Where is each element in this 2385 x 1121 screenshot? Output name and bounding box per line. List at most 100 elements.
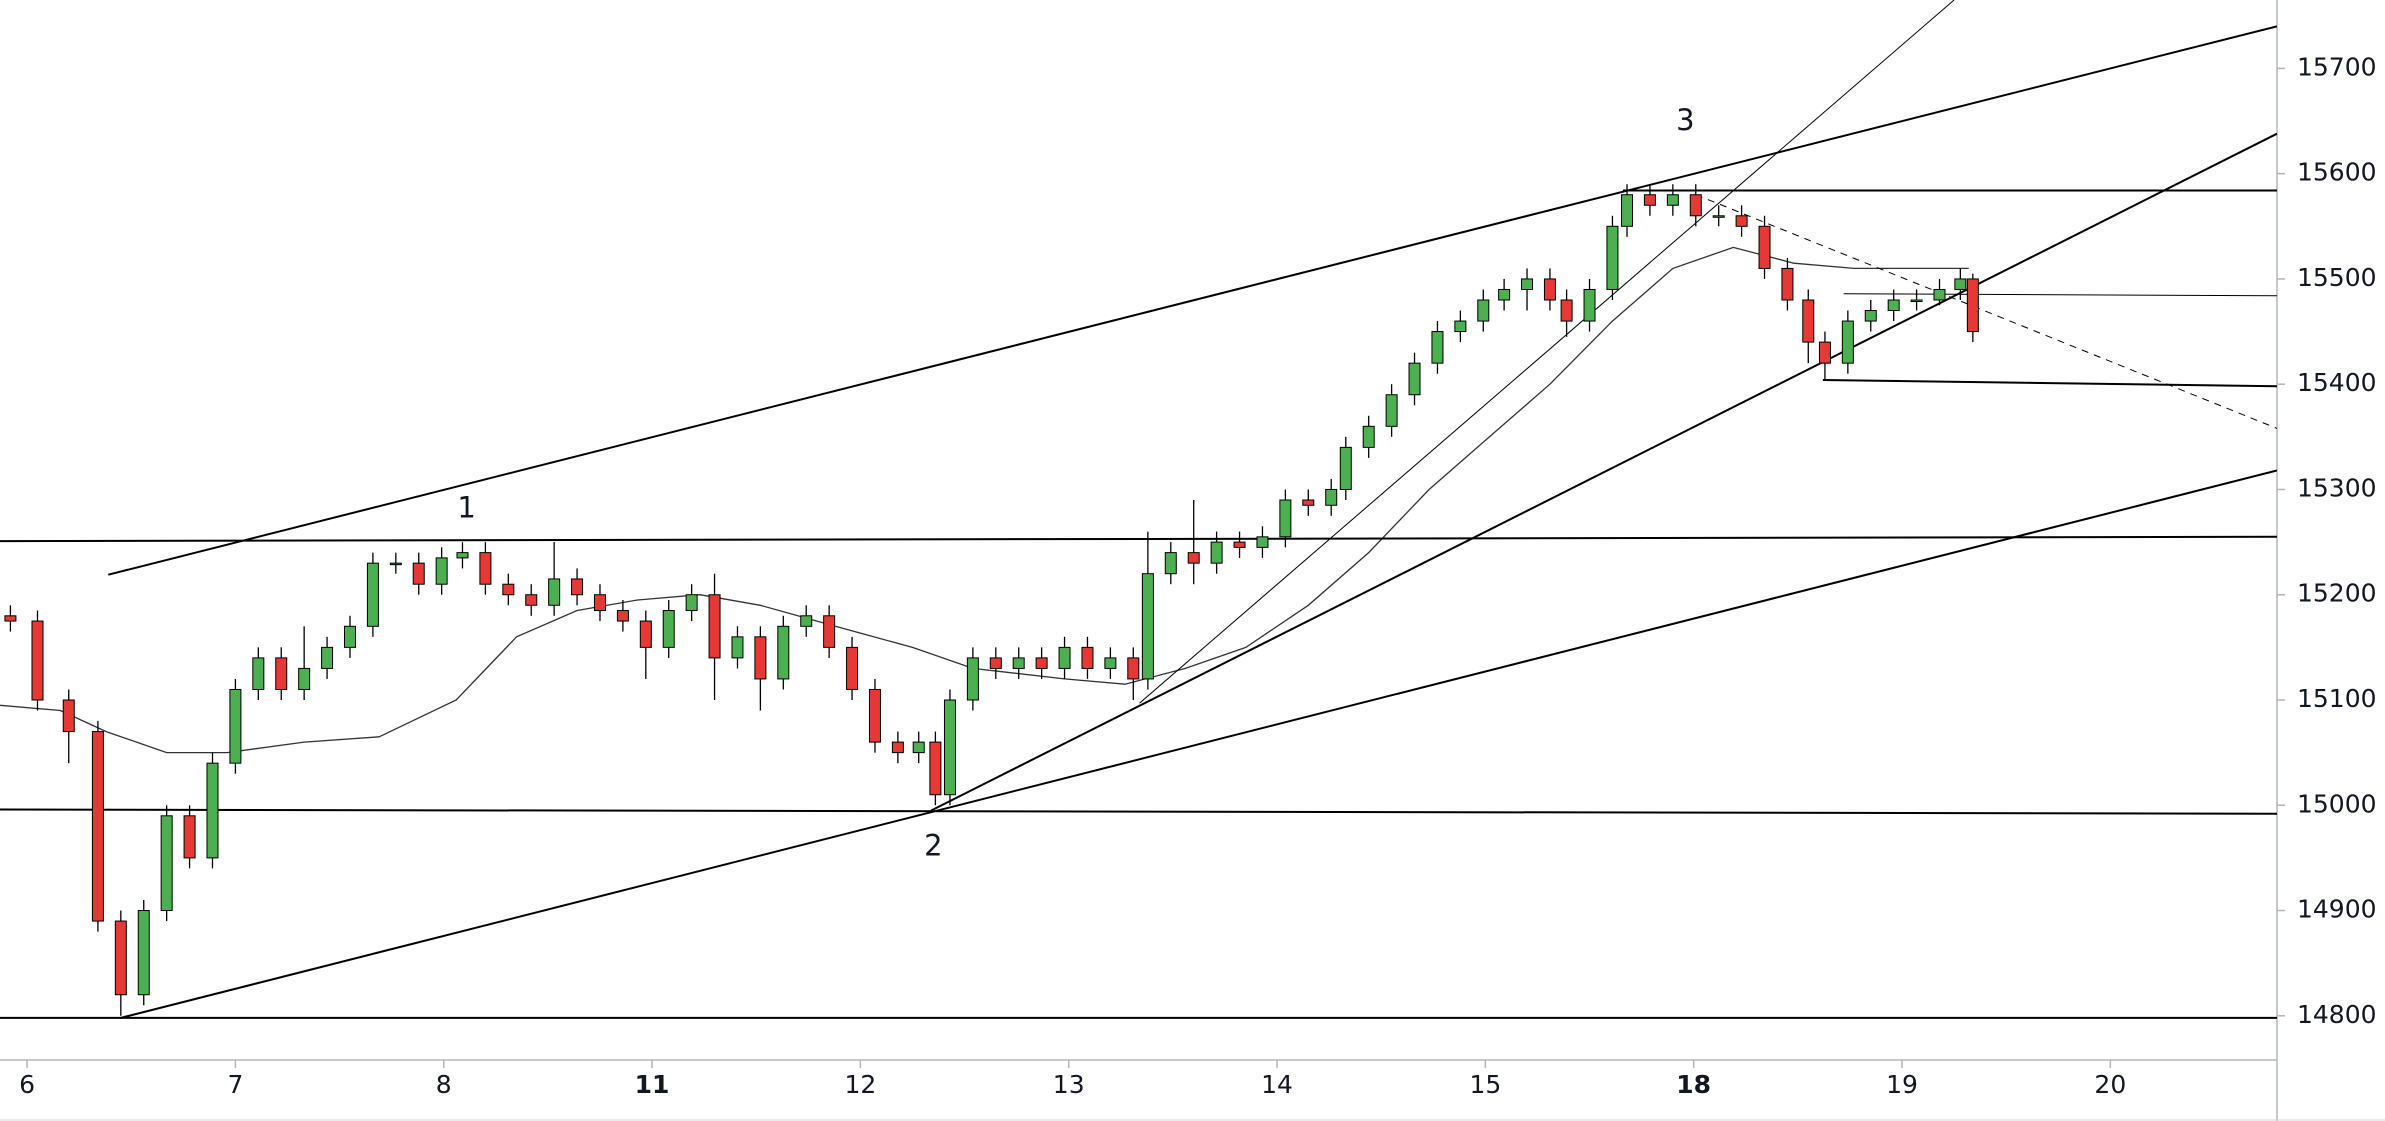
y-tick-label: 14800 xyxy=(2297,1000,2377,1029)
candle-body xyxy=(298,667,311,690)
candle-body xyxy=(1385,394,1398,427)
candle-body xyxy=(1362,425,1375,448)
candle-body xyxy=(639,620,652,648)
candle-body xyxy=(800,615,813,627)
candle-body xyxy=(593,594,606,612)
trendline xyxy=(1822,379,2277,388)
trendline xyxy=(108,25,2277,576)
x-tick-label: 7 xyxy=(227,1070,243,1099)
annotation: 3 xyxy=(1676,103,1694,137)
x-tick-label: 6 xyxy=(19,1070,35,1099)
candle-body xyxy=(1606,225,1619,290)
candle-body xyxy=(62,699,75,733)
candle-body xyxy=(389,562,402,566)
candle-body xyxy=(1058,646,1071,669)
candle-body xyxy=(479,552,492,585)
candle-body xyxy=(1758,225,1771,269)
candle-body xyxy=(1643,194,1656,206)
candle-body xyxy=(1560,299,1573,322)
candle-body xyxy=(1187,552,1200,564)
candle-body xyxy=(1256,536,1269,548)
x-tick-label: 13 xyxy=(1053,1070,1085,1099)
x-tick-label: 11 xyxy=(635,1070,670,1099)
candle-body xyxy=(525,594,538,606)
candle-body xyxy=(754,636,767,680)
x-tick-label: 18 xyxy=(1676,1070,1711,1099)
candle-body xyxy=(708,594,721,659)
candle-body xyxy=(989,657,1002,669)
candle-body xyxy=(1781,267,1794,301)
candle-body xyxy=(1954,278,1967,290)
candle-body xyxy=(846,646,859,690)
candle-body xyxy=(366,562,379,627)
candle-body xyxy=(137,910,150,996)
candle-body xyxy=(662,610,675,648)
candle-body xyxy=(1802,299,1815,343)
candle-body xyxy=(502,583,515,596)
candle-body xyxy=(1841,320,1854,364)
candle-body xyxy=(114,920,127,996)
candle-body xyxy=(1279,499,1292,538)
candle-body xyxy=(966,657,979,701)
candle-body xyxy=(571,578,584,596)
candle-body xyxy=(160,815,173,912)
trendline xyxy=(0,535,2277,543)
candle-body xyxy=(1583,288,1596,322)
y-tick-label: 15600 xyxy=(2297,158,2377,187)
candle-body xyxy=(1081,646,1094,669)
candle-body xyxy=(777,625,790,680)
y-tick-label: 14900 xyxy=(2297,895,2377,924)
candle-body xyxy=(91,731,104,922)
y-tick-label: 15000 xyxy=(2297,789,2377,818)
candle-body xyxy=(1210,541,1223,564)
candle-body xyxy=(1035,657,1048,669)
candle-body xyxy=(1735,215,1748,227)
candle-body xyxy=(731,636,744,659)
candle-body xyxy=(616,610,629,622)
candle-body xyxy=(229,688,242,764)
candle-body xyxy=(206,762,219,859)
x-tick-label: 15 xyxy=(1469,1070,1501,1099)
x-tick-label: 19 xyxy=(1886,1070,1918,1099)
candle-body xyxy=(943,699,956,796)
candle-body xyxy=(1141,573,1154,680)
candle-body xyxy=(1621,194,1634,227)
candle-body xyxy=(1864,310,1877,322)
trendline xyxy=(1139,0,1955,704)
candle-body xyxy=(1887,299,1900,312)
candle-body xyxy=(1104,657,1117,669)
y-tick-label: 15700 xyxy=(2297,52,2377,81)
candle-body xyxy=(1454,320,1467,333)
x-tick-label: 8 xyxy=(436,1070,452,1099)
annotation: 1 xyxy=(457,490,475,524)
trendline xyxy=(930,132,2277,812)
candle-body xyxy=(4,615,17,622)
candle-body xyxy=(1712,215,1725,218)
y-tick-label: 15500 xyxy=(2297,263,2377,292)
x-tick-label: 14 xyxy=(1261,1070,1293,1099)
candle-body xyxy=(435,557,448,585)
y-tick-label: 15400 xyxy=(2297,368,2377,397)
candle-body xyxy=(1233,541,1246,548)
trendline xyxy=(0,808,2277,815)
y-tick-label: 15100 xyxy=(2297,684,2377,713)
candle-body xyxy=(548,578,561,606)
candle-body xyxy=(891,741,904,754)
candle-body xyxy=(321,646,334,669)
y-tick-label: 15200 xyxy=(2297,579,2377,608)
candle-body xyxy=(343,625,356,648)
candle-body xyxy=(912,741,925,754)
candle-body xyxy=(823,615,836,648)
candle-body xyxy=(275,657,288,690)
x-tick-label: 20 xyxy=(2094,1070,2126,1099)
candle-body xyxy=(1339,446,1352,490)
candle-body xyxy=(1325,488,1338,506)
y-tick-label: 15300 xyxy=(2297,473,2377,502)
candle-body xyxy=(1543,278,1556,301)
candle-body xyxy=(412,562,425,585)
candle-body xyxy=(685,594,698,612)
candle-body xyxy=(252,657,265,690)
candle-body xyxy=(1521,278,1534,290)
candle-body xyxy=(1498,288,1511,301)
